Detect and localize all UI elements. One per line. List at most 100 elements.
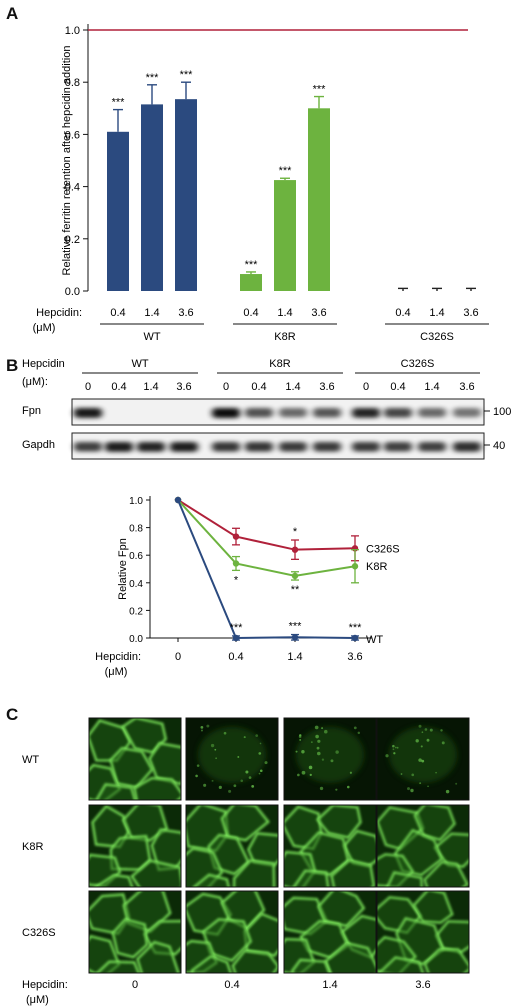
cell-cytoplasm	[123, 805, 167, 841]
dose-tick-label: 1.4	[277, 307, 292, 319]
dose-tick-label: 1.4	[144, 307, 159, 319]
data-point	[174, 496, 182, 504]
cell-cytoplasm	[248, 833, 278, 866]
blot-lane-label: 0.4	[111, 381, 126, 393]
cell-membrane	[284, 850, 317, 887]
vesicle-dot	[308, 765, 313, 770]
blot-band	[384, 442, 412, 452]
y-tick-label: 0.6	[65, 129, 80, 141]
micrograph-frame	[185, 804, 279, 888]
cell-membrane	[290, 958, 331, 973]
blot-band	[352, 408, 380, 418]
x-axis-unit: (μM)	[105, 666, 128, 678]
blot-lane-label: 3.6	[459, 381, 474, 393]
vesicle-dot	[335, 788, 338, 791]
cell-membrane	[299, 831, 350, 876]
data-point	[291, 634, 299, 641]
x-tick-label: 0.4	[228, 651, 243, 663]
blot-band	[212, 442, 240, 452]
cell-membrane	[190, 954, 233, 973]
micrograph-frame	[376, 717, 470, 801]
cell-cytoplasm	[110, 836, 150, 870]
significance-label: ***	[146, 72, 160, 84]
vesicle-dot	[346, 785, 350, 789]
vesicle-dot	[400, 773, 403, 775]
cell-cytoplasm	[413, 891, 453, 923]
x-axis-unit: (μM)	[33, 322, 56, 334]
dose-tick-label: 3.6	[463, 307, 478, 319]
vesicle-dot	[196, 764, 200, 767]
dose-tick-label: 1.4	[429, 307, 444, 319]
blot-band	[384, 408, 412, 418]
vesicle-dot	[415, 739, 419, 743]
significance-label: ***	[112, 97, 126, 109]
bar	[240, 274, 262, 291]
vesicle-dot	[426, 738, 430, 742]
vesicle-dot	[393, 752, 396, 755]
micrograph-dose-label: 0.4	[224, 979, 239, 991]
blot-marker-label: 40	[493, 440, 505, 452]
cell-membrane	[220, 805, 270, 842]
cell-cytoplasm	[96, 784, 135, 800]
y-axis-title: Relative ferritin retention after hepcid…	[61, 46, 73, 276]
micrograph-tile	[284, 805, 376, 887]
series-label: K8R	[366, 561, 387, 573]
vesicle-dot	[394, 746, 397, 749]
cell-cytoplasm	[151, 829, 181, 870]
vesicle-dot	[214, 748, 217, 751]
vesicle-dot	[441, 741, 445, 745]
series-line	[177, 499, 356, 551]
cell-cytoplasm	[203, 919, 251, 961]
blot-band	[245, 442, 273, 452]
bar	[308, 108, 330, 291]
cell-membrane	[423, 860, 469, 887]
series-line	[177, 499, 356, 577]
dose-tick-label: 3.6	[178, 307, 193, 319]
blot-lane-label: 3.6	[319, 381, 334, 393]
vesicle-dot	[295, 750, 298, 753]
blot-band	[352, 442, 380, 452]
vesicle-dot	[455, 782, 458, 785]
vesicle-dot	[316, 751, 321, 756]
cell-membrane	[412, 891, 454, 924]
cell-cytoplasm	[232, 950, 278, 973]
cell-membrane	[315, 805, 362, 839]
vesicle-dot	[411, 773, 415, 777]
vesicle-dot	[215, 757, 217, 760]
blot-band	[453, 442, 481, 452]
blot-band	[453, 408, 481, 418]
cell-membrane	[393, 828, 444, 877]
y-tick-label: 0.2	[65, 234, 80, 246]
cell-cytoplasm	[436, 921, 469, 953]
blot-band	[137, 442, 165, 452]
vesicle-dot	[321, 758, 325, 761]
cell-cytoplasm	[300, 921, 348, 958]
group-label: WT	[143, 331, 160, 343]
series-line	[177, 499, 356, 640]
panel-c-micrographs: WT K8R C326S 0 0.4 1.4 3.6 Hepcidin: (μM)	[22, 717, 470, 1006]
cell-membrane	[231, 949, 278, 973]
cell-membrane	[232, 859, 276, 887]
significance-label: ***	[349, 622, 363, 634]
series-label: C326S	[366, 543, 400, 555]
vesicle-dot	[321, 727, 324, 730]
group-label: C326S	[420, 331, 454, 343]
bar	[107, 131, 129, 291]
vesicle-dot	[335, 750, 339, 754]
cell-membrane	[377, 935, 417, 973]
micrograph-x-title: Hepcidin:	[22, 979, 68, 991]
micrograph-row-label: K8R	[22, 841, 43, 853]
data-point	[232, 533, 240, 540]
blot-band	[313, 408, 341, 418]
diffuse-signal	[389, 726, 457, 783]
blot-band	[212, 408, 240, 418]
blot-row-label: Fpn	[22, 405, 41, 417]
cell-cytoplasm	[233, 860, 275, 887]
vesicle-dot	[301, 750, 305, 754]
blot-lane-label: 0	[223, 381, 229, 393]
cell-membrane	[377, 956, 425, 973]
vesicle-dot	[243, 736, 246, 739]
micrograph-tile	[377, 805, 469, 887]
micrograph-tile	[89, 805, 181, 887]
vesicle-dot	[255, 734, 259, 737]
